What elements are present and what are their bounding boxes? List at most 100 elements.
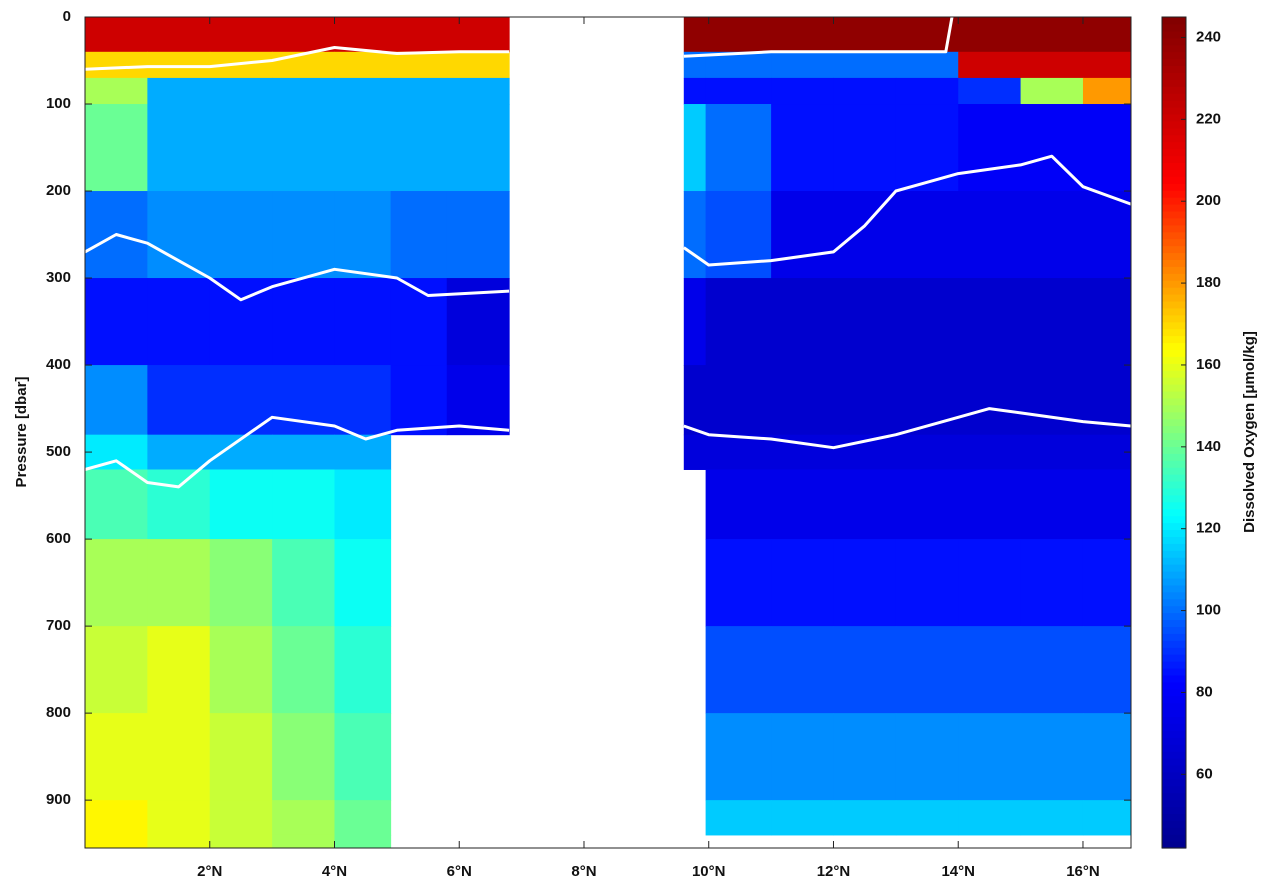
colorbar-swatch	[1162, 557, 1186, 565]
heatmap-cell	[85, 104, 148, 192]
heatmap-cell	[895, 713, 959, 801]
colorbar-tick-label: 220	[1196, 110, 1221, 127]
heatmap-cell	[334, 278, 392, 366]
colorbar-swatch	[1162, 564, 1186, 572]
heatmap-cell	[209, 626, 273, 714]
heatmap-cell	[895, 104, 959, 192]
colorbar-swatch	[1162, 536, 1186, 544]
colorbar-swatch	[1162, 100, 1186, 108]
heatmap-cell	[147, 713, 211, 801]
colorbar-swatch	[1162, 820, 1186, 828]
y-tick-label: 100	[46, 95, 71, 112]
colorbar-label: Dissolved Oxygen [μmol/kg]	[1241, 331, 1258, 533]
heatmap-cell	[833, 365, 897, 436]
heatmap-cell	[85, 77, 148, 105]
colorbar-swatch	[1162, 51, 1186, 60]
heatmap-cell	[1082, 434, 1132, 470]
colorbar-swatch	[1162, 397, 1186, 406]
heatmap-cell	[705, 77, 772, 105]
colorbar-swatch	[1162, 17, 1186, 25]
y-tick-label: 700	[46, 617, 71, 634]
heatmap-cell	[390, 104, 448, 192]
heatmap-cell	[705, 278, 772, 366]
heatmap-cell	[147, 77, 211, 105]
heatmap-cell	[1020, 434, 1084, 470]
heatmap-cell	[147, 278, 211, 366]
heatmap-cell	[895, 191, 959, 279]
colorbar-swatch	[1162, 294, 1186, 302]
colorbar-swatch	[1162, 404, 1186, 413]
heatmap-cell	[334, 191, 392, 279]
colorbar-swatch	[1162, 390, 1186, 399]
colorbar-swatch	[1162, 155, 1186, 164]
heatmap-cell	[771, 365, 834, 436]
heatmap-cell	[771, 539, 834, 627]
heatmap-cell	[683, 365, 707, 436]
heatmap-cell	[1020, 278, 1084, 366]
x-tick-label: 2°N	[197, 863, 222, 880]
colorbar-swatch	[1162, 287, 1186, 295]
colorbar-swatch	[1162, 37, 1186, 46]
colorbar-swatch	[1162, 674, 1186, 683]
colorbar-swatch	[1162, 771, 1186, 780]
colorbar-swatch	[1162, 231, 1186, 240]
heatmap-cell	[390, 278, 448, 366]
heatmap-cell	[85, 365, 148, 436]
colorbar-swatch	[1162, 723, 1186, 731]
heatmap-cell	[446, 51, 510, 79]
heatmap-cell	[771, 191, 834, 279]
colorbar-swatch	[1162, 702, 1186, 711]
colorbar-swatch	[1162, 543, 1186, 551]
colorbar-swatch	[1162, 134, 1186, 143]
heatmap-cell	[1020, 539, 1084, 627]
heatmap-cell	[895, 51, 959, 79]
x-tick-label: 14°N	[941, 863, 975, 880]
y-tick-label: 400	[46, 356, 71, 373]
heatmap-cell	[895, 365, 959, 436]
colorbar-swatch	[1162, 363, 1186, 371]
colorbar-swatch	[1162, 120, 1186, 129]
heatmap-cell	[1082, 77, 1132, 105]
colorbar-swatch	[1162, 681, 1186, 690]
heatmap-cell	[147, 365, 211, 436]
heatmap-cell	[209, 469, 273, 540]
y-axis-label: Pressure [dbar]	[13, 377, 30, 488]
colorbar-swatch	[1162, 280, 1186, 288]
heatmap-cell	[85, 278, 148, 366]
heatmap-cell	[833, 77, 897, 105]
colorbar-swatch	[1162, 217, 1186, 226]
heatmap-cell	[272, 713, 335, 801]
heatmap-cell	[771, 626, 834, 714]
colorbar-swatch	[1162, 841, 1186, 849]
colorbar-swatch	[1162, 709, 1186, 718]
colorbar-swatch	[1162, 480, 1186, 489]
heatmap-cell	[1020, 77, 1084, 105]
heatmap-cell	[209, 834, 273, 849]
heatmap-cell	[147, 104, 211, 192]
heatmap-cell	[1020, 626, 1084, 714]
colorbar-swatch	[1162, 667, 1186, 676]
heatmap-cell	[833, 626, 897, 714]
heatmap-cell	[833, 17, 897, 53]
colorbar-swatch	[1162, 273, 1186, 281]
colorbar-swatch	[1162, 141, 1186, 150]
heatmap-cell	[446, 365, 510, 436]
colorbar-swatch	[1162, 328, 1186, 337]
colorbar-swatch	[1162, 467, 1186, 475]
heatmap-cell	[334, 713, 392, 801]
heatmap-cell	[334, 365, 392, 436]
colorbar-swatch	[1162, 716, 1186, 724]
colorbar-swatch	[1162, 792, 1186, 801]
heatmap-cell	[334, 104, 392, 192]
colorbar-swatch	[1162, 224, 1186, 233]
contour-line	[84, 16, 954, 71]
heatmap-cell	[272, 539, 335, 627]
x-tick-label: 8°N	[571, 863, 596, 880]
heatmap-cell	[958, 434, 1022, 470]
colorbar-swatch	[1162, 764, 1186, 773]
heatmap-cell	[895, 469, 959, 540]
heatmap-cell	[1082, 104, 1132, 192]
heatmap-cell	[1082, 713, 1132, 801]
colorbar-swatch	[1162, 384, 1186, 392]
heatmap-cell	[833, 191, 897, 279]
